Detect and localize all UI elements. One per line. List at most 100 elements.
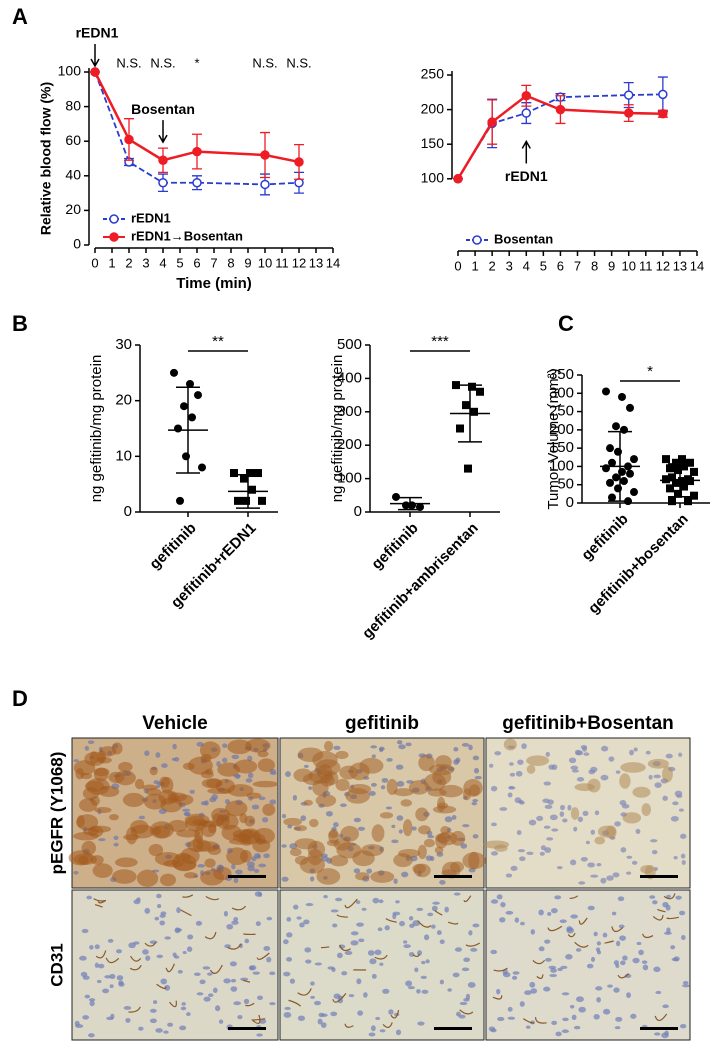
- nucleus: [616, 941, 620, 947]
- data-point: [258, 497, 266, 505]
- data-point: [182, 452, 190, 460]
- nucleus: [427, 835, 434, 838]
- stain: [200, 870, 224, 886]
- nucleus: [587, 964, 594, 969]
- stain: [123, 793, 145, 807]
- nucleus: [560, 805, 565, 810]
- nucleus: [573, 827, 577, 832]
- data-point: [630, 455, 638, 463]
- nucleus: [468, 930, 472, 935]
- nucleus: [683, 981, 689, 984]
- nucleus: [385, 925, 390, 930]
- stain: [79, 798, 97, 812]
- nucleus: [330, 1012, 337, 1017]
- nucleus: [594, 932, 598, 937]
- nucleus: [333, 822, 339, 827]
- nucleus: [432, 902, 440, 905]
- stain: [73, 854, 97, 865]
- stain: [415, 807, 428, 821]
- nucleus: [521, 743, 527, 749]
- nucleus: [161, 763, 168, 768]
- data-point: [240, 475, 248, 483]
- nucleus: [650, 839, 657, 842]
- y-tick-label: 60: [65, 132, 81, 148]
- arrow: [159, 120, 167, 142]
- stain: [330, 855, 349, 866]
- data-point: [659, 110, 667, 118]
- nucleus: [231, 755, 239, 760]
- nucleus: [491, 823, 497, 827]
- nucleus: [662, 1004, 669, 1008]
- arrow: [522, 141, 530, 163]
- nucleus: [520, 1001, 525, 1007]
- nucleus: [518, 800, 524, 803]
- stain: [152, 826, 161, 835]
- stain: [144, 794, 166, 810]
- nucleus: [439, 880, 445, 885]
- nucleus: [519, 856, 525, 861]
- nucleus: [654, 782, 661, 788]
- nucleus: [375, 1017, 380, 1020]
- nucleus: [85, 995, 91, 999]
- x-tick-label: 0: [91, 255, 98, 270]
- nucleus: [529, 820, 536, 826]
- nucleus: [603, 933, 608, 938]
- nucleus: [231, 979, 236, 983]
- stain: [401, 799, 412, 806]
- nucleus: [674, 856, 678, 859]
- stain: [283, 818, 302, 826]
- nucleus: [281, 844, 287, 848]
- nucleus: [133, 899, 140, 904]
- nucleus: [416, 989, 421, 994]
- nucleus: [252, 805, 259, 810]
- nucleus: [530, 988, 537, 993]
- nucleus: [196, 921, 202, 926]
- nucleus: [262, 817, 268, 822]
- nucleus: [679, 808, 684, 811]
- nucleus: [549, 974, 557, 977]
- nucleus: [144, 750, 149, 756]
- stain: [239, 813, 247, 823]
- nucleus: [417, 1021, 424, 1025]
- stain: [494, 845, 508, 852]
- nucleus: [179, 1026, 186, 1031]
- nucleus: [391, 840, 398, 844]
- nucleus: [562, 992, 570, 995]
- nucleus: [570, 766, 578, 770]
- nucleus: [409, 924, 414, 928]
- nucleus: [269, 972, 275, 976]
- x-tick-label: gefitinib: [368, 520, 421, 573]
- nucleus: [603, 1009, 610, 1015]
- nucleus: [543, 987, 550, 992]
- nucleus: [569, 757, 576, 763]
- nucleus: [606, 875, 613, 880]
- arrow-label: rEDN1: [76, 25, 119, 41]
- nucleus: [572, 1015, 577, 1020]
- y-tick-label: 100: [421, 170, 445, 186]
- stain: [240, 850, 252, 863]
- nucleus: [455, 947, 462, 952]
- nucleus: [409, 916, 413, 920]
- x-tick-label: gefitinib: [578, 511, 631, 564]
- nucleus: [497, 894, 503, 899]
- nucleus: [608, 756, 614, 761]
- nucleus: [150, 940, 158, 944]
- nucleus: [86, 896, 92, 900]
- row-header: CD31: [47, 943, 66, 986]
- nucleus: [363, 992, 368, 998]
- data-point: [261, 180, 269, 188]
- nucleus: [649, 775, 653, 780]
- nucleus: [298, 1016, 305, 1021]
- nucleus: [550, 814, 558, 820]
- nucleus: [547, 912, 551, 916]
- nucleus: [590, 767, 597, 773]
- nucleus: [431, 925, 436, 929]
- nucleus: [356, 978, 361, 984]
- data-point: [462, 401, 470, 409]
- nucleus: [379, 748, 383, 752]
- nucleus: [391, 825, 395, 828]
- nucleus: [382, 989, 389, 994]
- nucleus: [181, 1002, 185, 1006]
- data-point: [612, 473, 620, 481]
- legend-label: rEDN1→Bosentan: [131, 228, 243, 243]
